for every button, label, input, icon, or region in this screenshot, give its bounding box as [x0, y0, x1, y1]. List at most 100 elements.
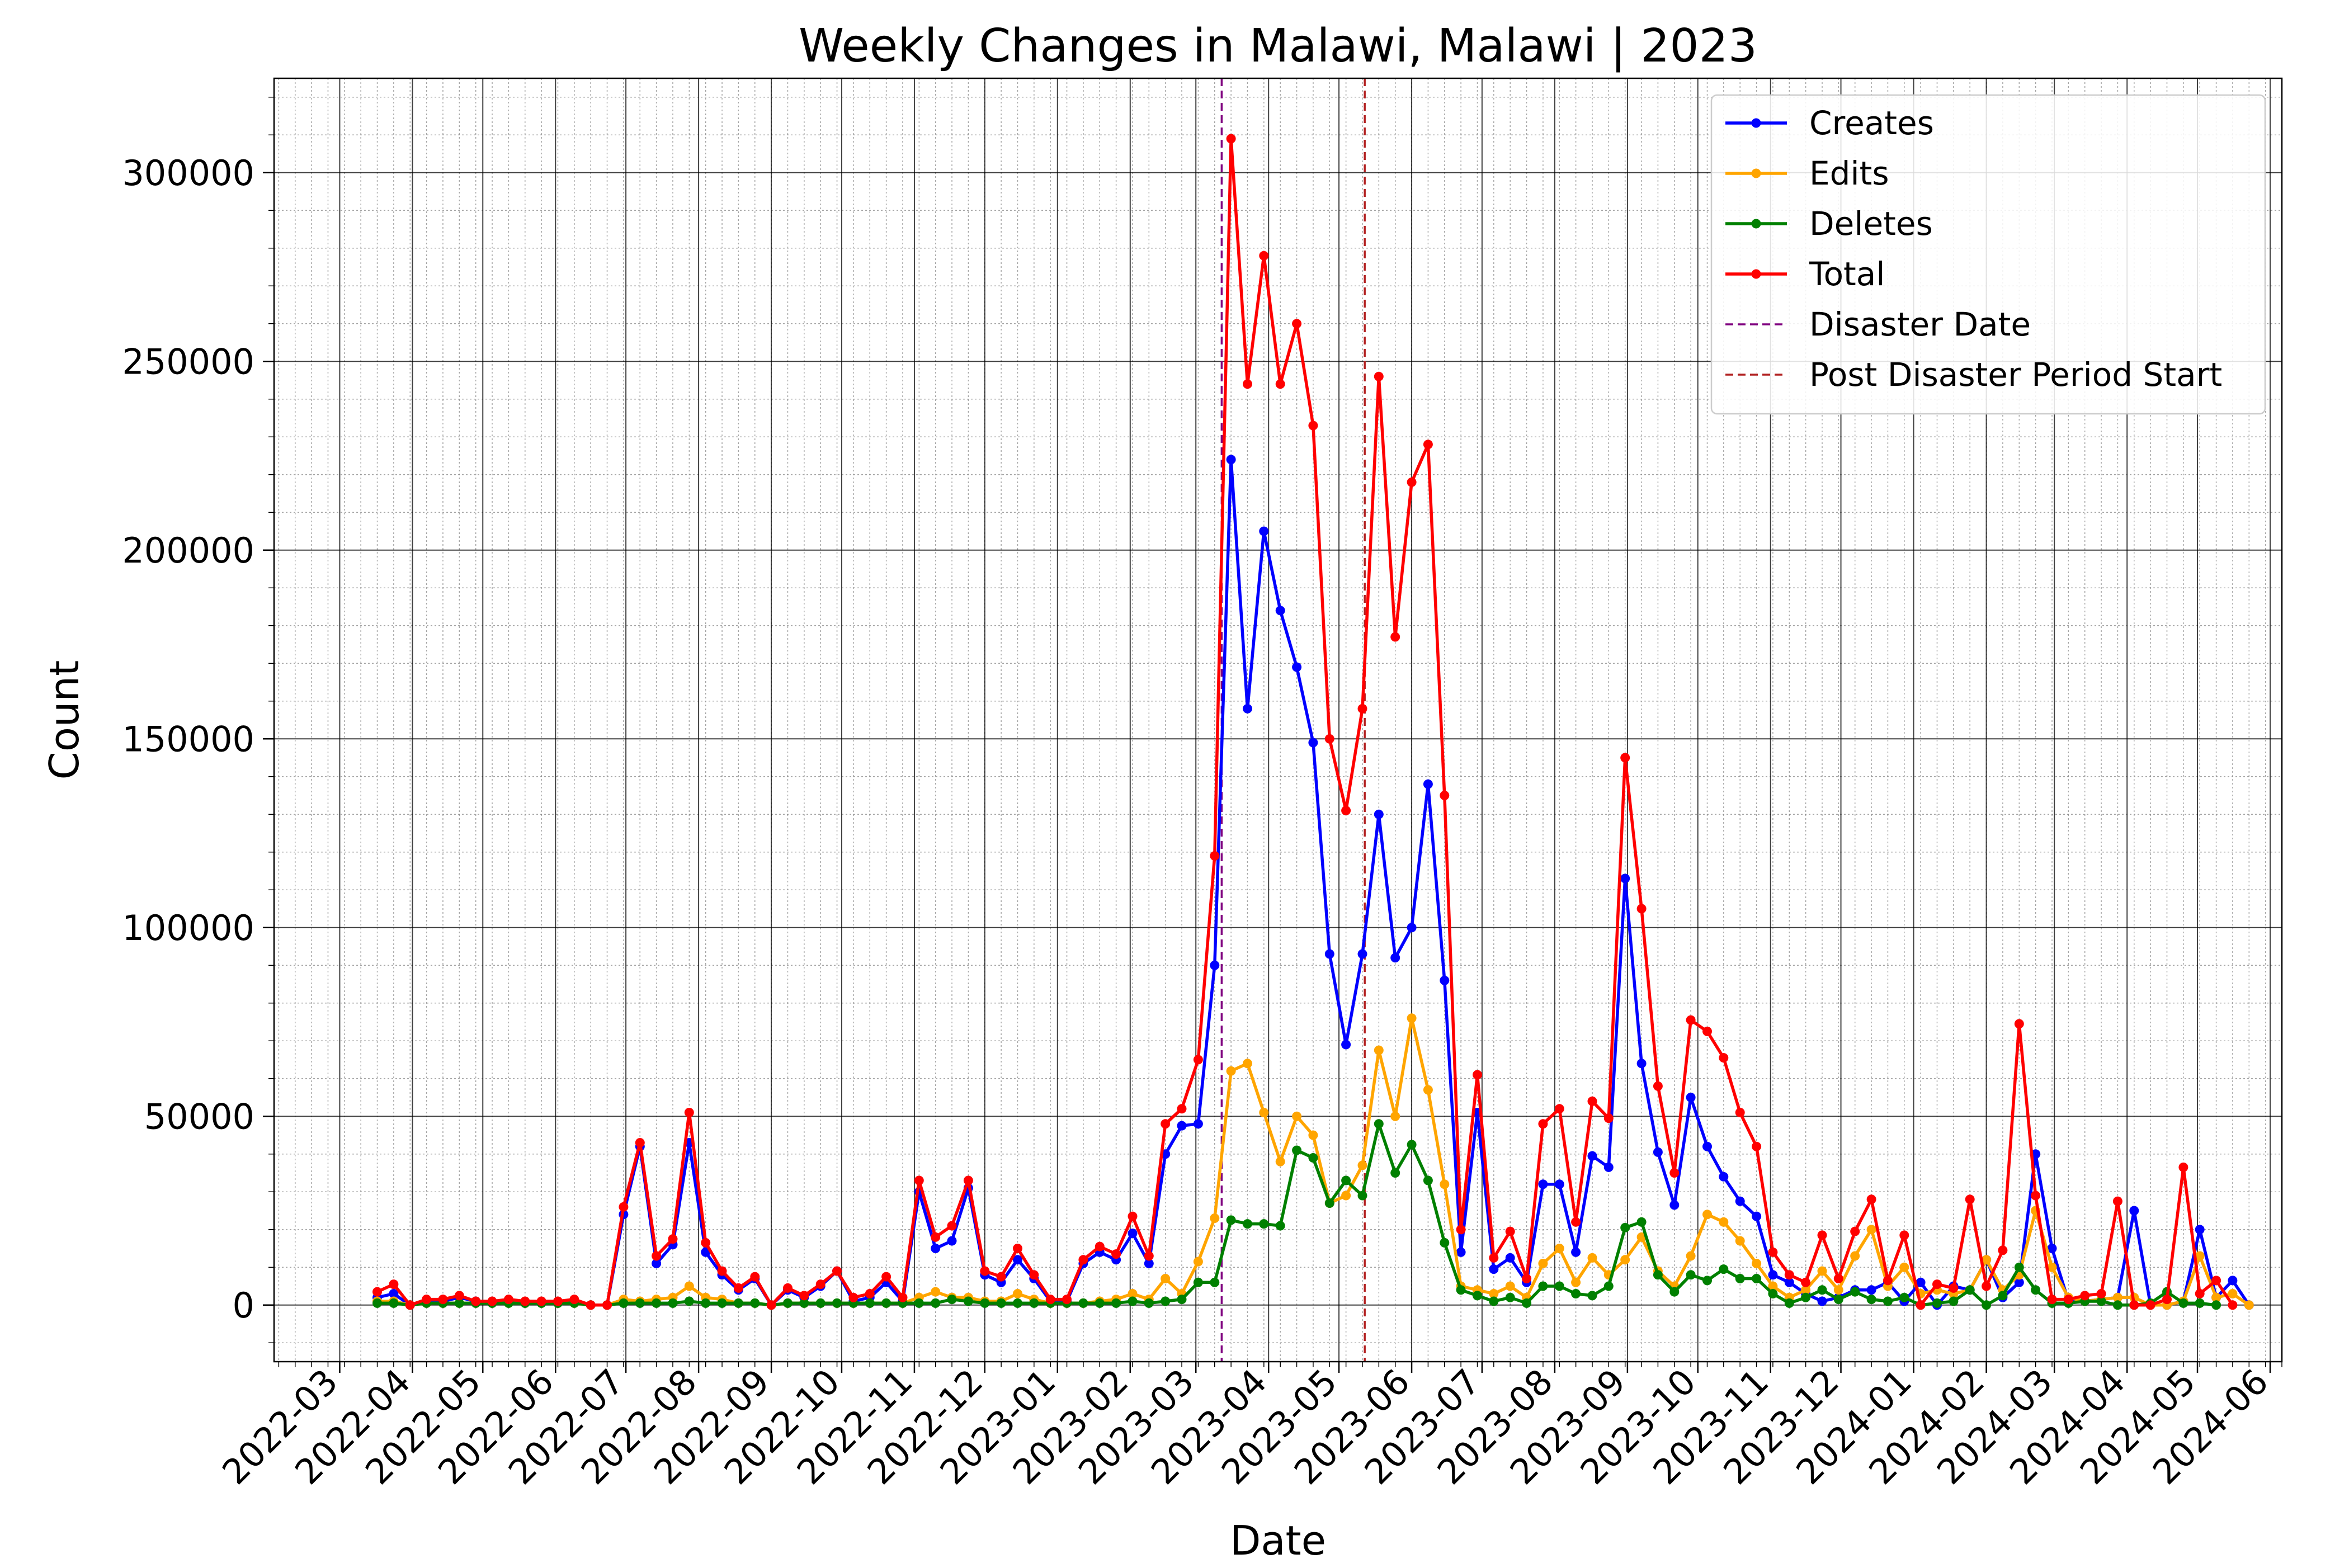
- data-point: [1111, 1298, 1121, 1308]
- data-point: [1341, 1175, 1351, 1186]
- data-point: [2145, 1300, 2155, 1310]
- data-point: [1259, 526, 1269, 536]
- data-point: [2129, 1300, 2139, 1310]
- data-point: [1456, 1247, 1466, 1257]
- data-point: [1735, 1236, 1745, 1246]
- data-point: [2178, 1162, 2188, 1172]
- data-point: [652, 1259, 662, 1268]
- data-point: [1571, 1289, 1581, 1298]
- data-point: [1554, 1244, 1564, 1253]
- data-point: [1686, 1270, 1696, 1280]
- data-point: [1243, 1219, 1252, 1229]
- data-point: [1620, 1222, 1630, 1232]
- data-point: [1554, 1104, 1564, 1114]
- data-point: [1752, 1274, 1762, 1283]
- data-point: [2014, 1277, 2024, 1287]
- data-point: [1982, 1300, 1992, 1310]
- data-point: [1998, 1245, 2008, 1255]
- data-point: [701, 1238, 711, 1248]
- data-point: [1029, 1298, 1039, 1308]
- data-point: [865, 1298, 875, 1308]
- data-point: [569, 1295, 579, 1305]
- data-point: [1784, 1270, 1794, 1280]
- data-point: [1538, 1259, 1548, 1268]
- legend-marker: [1751, 118, 1761, 128]
- data-point: [1193, 1119, 1203, 1129]
- data-point: [405, 1300, 415, 1310]
- y-tick-label: 300000: [122, 153, 254, 193]
- data-point: [1505, 1253, 1515, 1263]
- data-point: [1686, 1093, 1696, 1102]
- data-point: [1850, 1251, 1860, 1261]
- data-point: [1965, 1285, 1975, 1295]
- data-point: [454, 1291, 464, 1301]
- legend-marker: [1751, 219, 1761, 229]
- data-point: [1407, 923, 1417, 933]
- data-point: [1801, 1285, 1811, 1295]
- data-point: [1636, 1217, 1647, 1227]
- data-point: [1702, 1141, 1712, 1151]
- data-point: [1128, 1211, 1138, 1221]
- data-point: [1210, 960, 1220, 970]
- data-point: [996, 1272, 1006, 1282]
- data-point: [1210, 851, 1220, 861]
- plot-area-frame: [273, 77, 2283, 1363]
- data-point: [2047, 1244, 2057, 1253]
- data-point: [635, 1298, 645, 1308]
- data-point: [1505, 1226, 1515, 1236]
- data-point: [2080, 1291, 2090, 1301]
- data-point: [799, 1298, 809, 1308]
- data-point: [1571, 1247, 1581, 1257]
- data-point: [1735, 1108, 1745, 1117]
- data-point: [372, 1298, 382, 1308]
- data-point: [815, 1298, 826, 1308]
- data-point: [619, 1298, 629, 1308]
- data-point: [1193, 1257, 1203, 1267]
- data-point: [1128, 1296, 1138, 1306]
- data-point: [1407, 1013, 1417, 1023]
- data-point: [1949, 1296, 1959, 1306]
- data-point: [1144, 1259, 1154, 1268]
- data-point: [2228, 1300, 2238, 1310]
- data-point: [1177, 1121, 1187, 1131]
- data-point: [931, 1232, 941, 1242]
- data-point: [750, 1298, 760, 1308]
- series-total: [372, 134, 2238, 1310]
- data-point: [1390, 953, 1400, 963]
- data-point: [1374, 1119, 1384, 1129]
- data-point: [1341, 806, 1351, 815]
- data-point: [2014, 1262, 2024, 1272]
- data-point: [963, 1175, 973, 1186]
- legend-item: Creates: [1725, 104, 1934, 142]
- data-point: [717, 1266, 727, 1276]
- data-point: [1752, 1141, 1762, 1151]
- data-point: [503, 1295, 513, 1305]
- data-point: [1603, 1162, 1614, 1172]
- data-point: [1899, 1292, 1909, 1302]
- data-point: [1587, 1253, 1597, 1263]
- data-point: [1128, 1229, 1138, 1238]
- data-point: [2129, 1206, 2139, 1216]
- data-point: [1324, 734, 1334, 744]
- data-point: [1161, 1296, 1171, 1306]
- data-point: [1719, 1053, 1729, 1063]
- data-point: [1341, 1040, 1351, 1050]
- data-point: [963, 1296, 973, 1306]
- data-point: [1275, 1156, 1285, 1166]
- data-point: [1833, 1285, 1843, 1295]
- data-point: [1817, 1266, 1827, 1276]
- data-point: [1916, 1300, 1926, 1310]
- data-point: [2195, 1251, 2205, 1261]
- data-point: [1719, 1172, 1729, 1182]
- data-point: [980, 1298, 990, 1308]
- data-point: [1982, 1255, 1992, 1265]
- legend-label: Deletes: [1809, 205, 1933, 243]
- data-point: [1965, 1194, 1975, 1205]
- y-tick-label: 150000: [122, 719, 254, 759]
- legend-marker: [1751, 168, 1761, 178]
- legend-item: Edits: [1725, 154, 1889, 192]
- data-point: [1144, 1251, 1154, 1261]
- data-point: [1390, 1168, 1400, 1178]
- data-point: [2031, 1285, 2041, 1295]
- data-point: [1292, 1111, 1302, 1121]
